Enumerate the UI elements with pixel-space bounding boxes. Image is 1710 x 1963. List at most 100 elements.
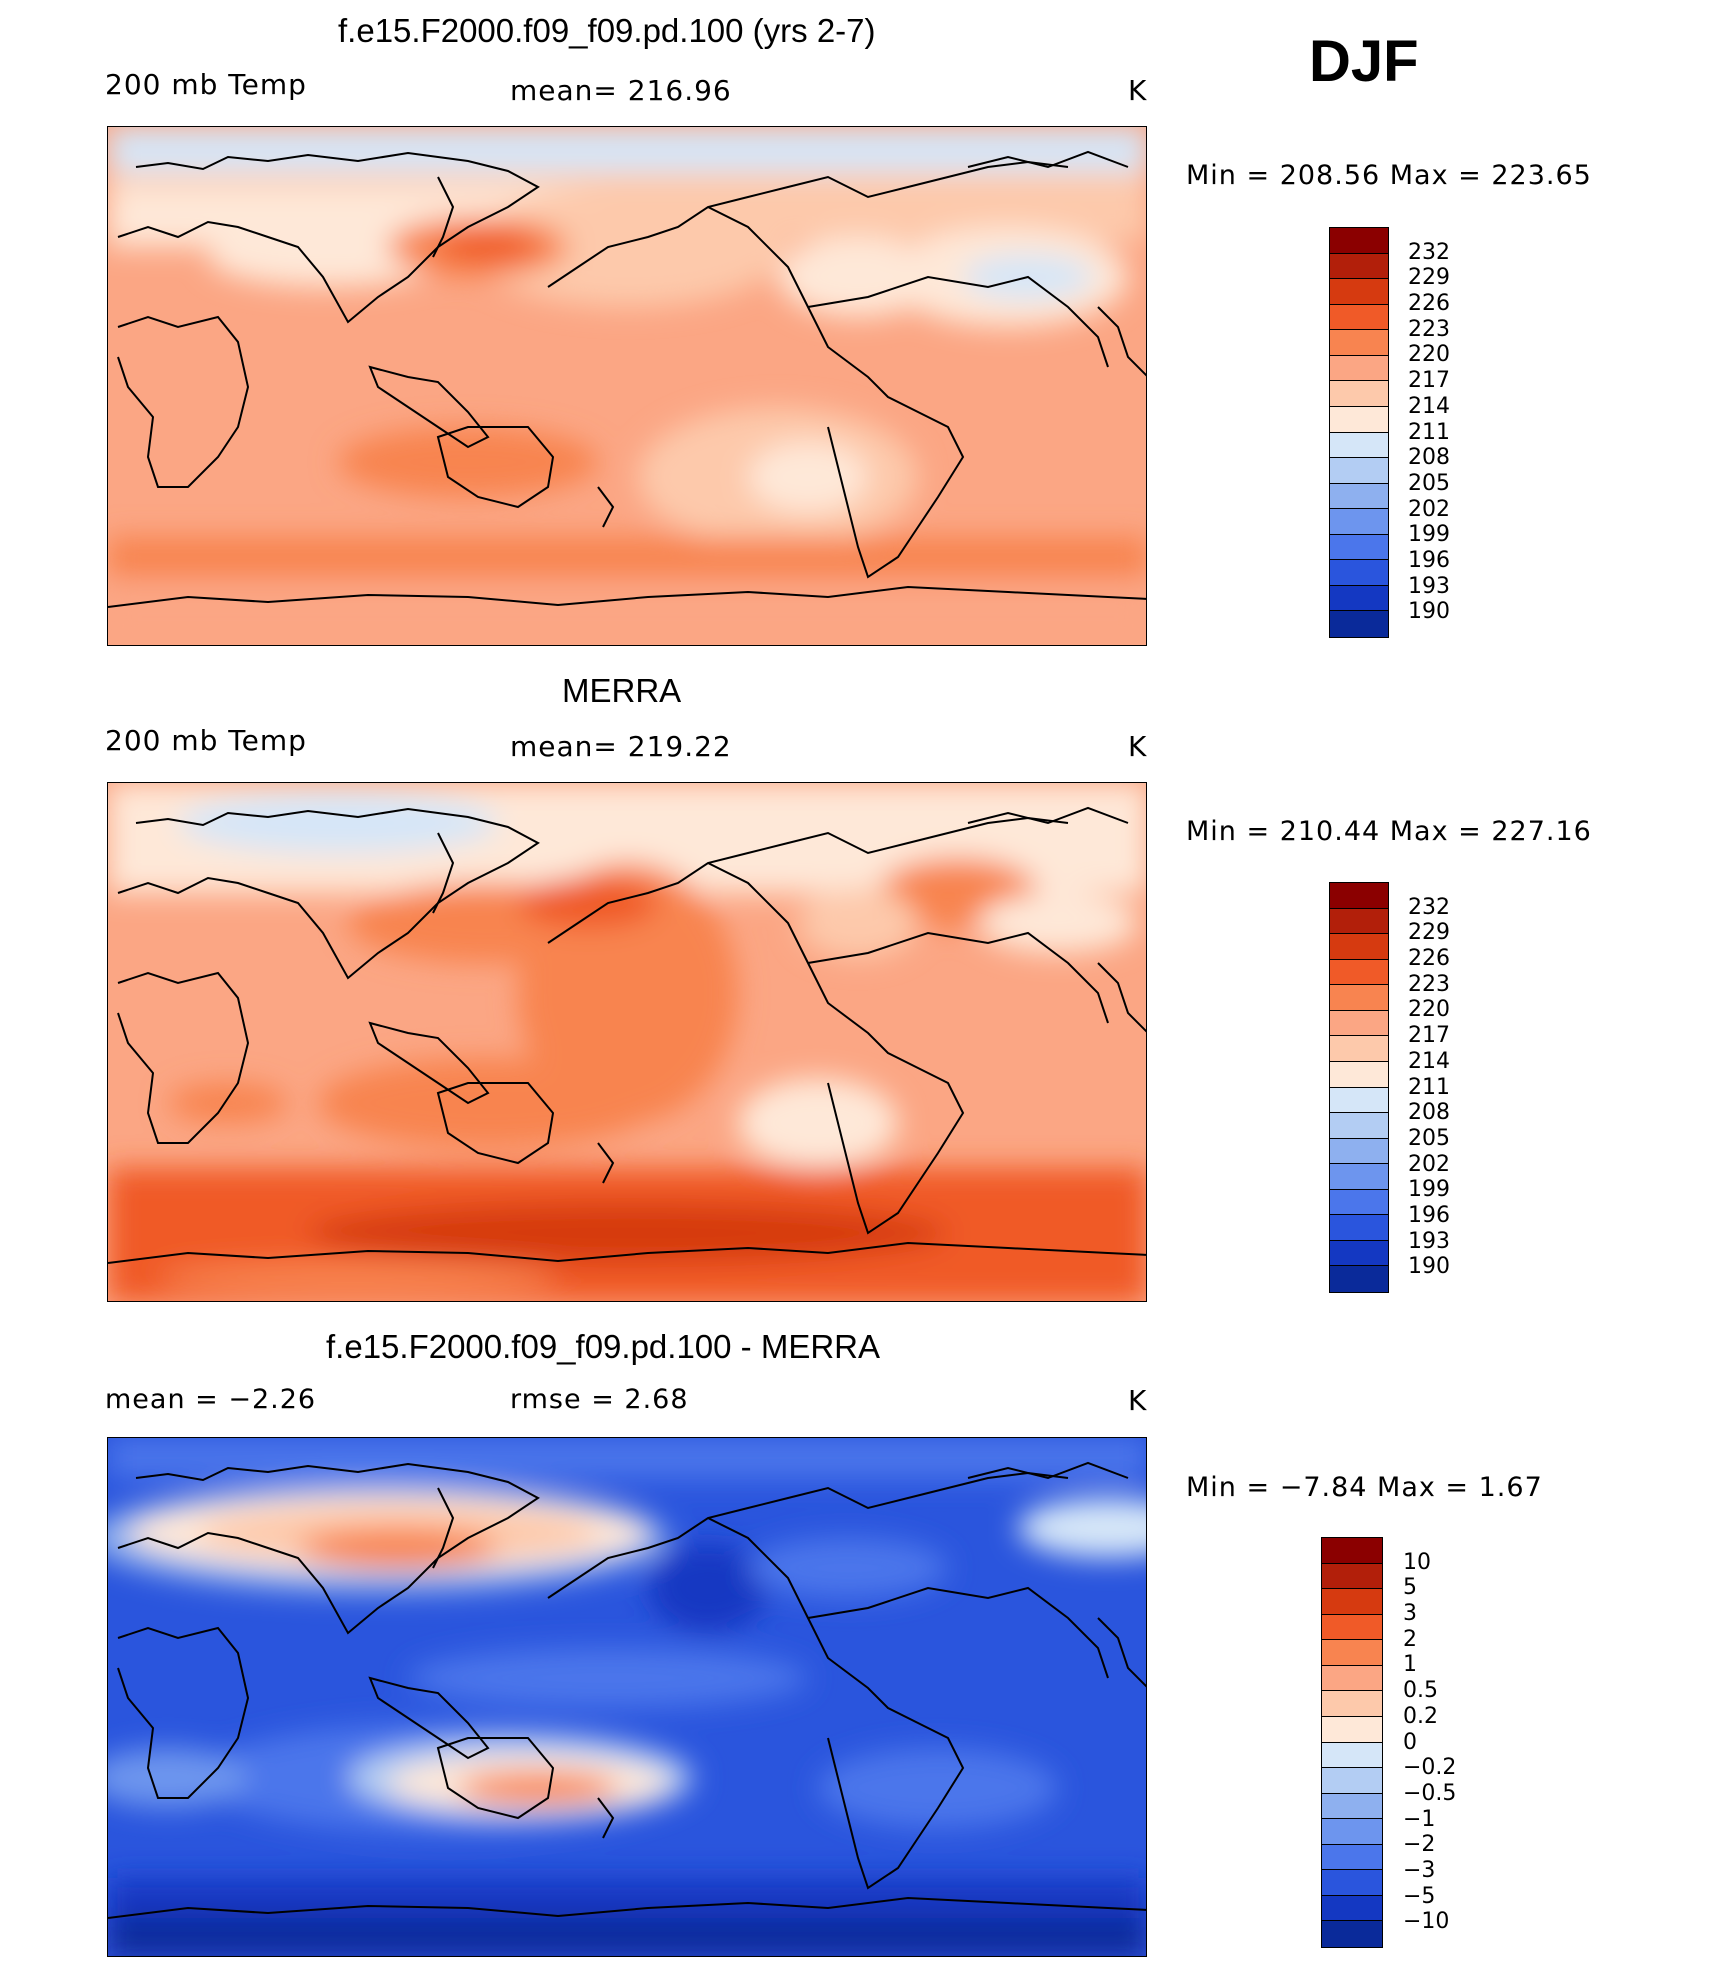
map-fields (108, 127, 1146, 645)
colorbar-tick-label: 190 (1408, 1254, 1450, 1280)
colorbar-tick-label: −10 (1403, 1909, 1450, 1935)
colorbar-tick-label: −2 (1403, 1832, 1436, 1858)
colorbar-tick-label: 196 (1408, 547, 1450, 573)
colorbar-swatch (1322, 1870, 1382, 1896)
colorbar-swatch (1322, 1640, 1382, 1666)
colorbar-swatch (1330, 381, 1388, 407)
colorbar-swatch (1330, 1189, 1388, 1216)
colorbar-swatch (1330, 228, 1388, 254)
colorbar-swatch (1330, 1087, 1388, 1114)
min-max-label: Min = 210.44 Max = 227.16 (1186, 816, 1592, 847)
colorbar-tick-label: 229 (1408, 920, 1450, 946)
colorbar-swatch (1322, 1665, 1382, 1692)
units-label: K (1128, 74, 1148, 107)
colorbar-tick-label: 211 (1408, 1074, 1450, 1100)
temperature-map (107, 782, 1147, 1302)
colorbar-tick-label: 232 (1408, 239, 1450, 265)
colorbar (1329, 882, 1389, 1293)
colorbar-swatch (1330, 458, 1388, 484)
colorbar-swatch (1322, 1716, 1382, 1743)
colorbar-tick-label: −5 (1403, 1883, 1436, 1909)
colorbar-tick-label: 196 (1408, 1202, 1450, 1228)
colorbar-tick-label: 229 (1408, 265, 1450, 291)
colorbar-tick-label: 208 (1408, 1100, 1450, 1126)
colorbar-tick-label: 223 (1408, 316, 1450, 342)
colorbar-tick-label: 217 (1408, 1023, 1450, 1049)
colorbar-tick-label: 220 (1408, 342, 1450, 368)
colorbar-swatch (1330, 560, 1388, 586)
mean-label: mean = −2.26 (105, 1384, 317, 1415)
min-max-label: Min = −7.84 Max = 1.67 (1186, 1472, 1543, 1503)
colorbar-tick-label: 220 (1408, 997, 1450, 1023)
temperature-map (107, 126, 1147, 646)
colorbar-swatch (1322, 1538, 1382, 1564)
colorbar-swatch (1330, 1240, 1388, 1267)
colorbar-tick-label: −3 (1403, 1857, 1436, 1883)
colorbar-tick-label: 193 (1408, 1228, 1450, 1254)
units-label: K (1128, 1384, 1148, 1417)
colorbar-tick-label: 2 (1403, 1626, 1417, 1652)
colorbar-tick-label: 226 (1408, 291, 1450, 317)
colorbar-swatch (1330, 934, 1388, 960)
colorbar-swatch (1330, 908, 1388, 935)
colorbar-tick-label: 0.2 (1403, 1703, 1438, 1729)
colorbar-swatch (1322, 1614, 1382, 1641)
colorbar-swatch (1322, 1844, 1382, 1871)
colorbar-swatch (1322, 1768, 1382, 1794)
colorbar-tick-label: 205 (1408, 1125, 1450, 1151)
colorbar-tick-label: 232 (1408, 894, 1450, 920)
colorbar-swatch (1330, 279, 1388, 305)
colorbar-swatch (1322, 1921, 1382, 1947)
colorbar-swatch (1330, 355, 1388, 382)
colorbar-swatch (1330, 959, 1388, 986)
colorbar-tick-label: 223 (1408, 971, 1450, 997)
season-label: DJF (1309, 29, 1419, 94)
colorbar-tick-label: 211 (1408, 419, 1450, 445)
colorbar-swatch (1330, 1113, 1388, 1139)
panel-title: MERRA (562, 672, 682, 709)
min-max-label: Min = 208.56 Max = 223.65 (1186, 160, 1592, 191)
map-fields (108, 1438, 1146, 1956)
colorbar-swatch (1330, 432, 1388, 459)
colorbar-swatch (1330, 406, 1388, 433)
colorbar-swatch (1330, 1164, 1388, 1190)
colorbar-swatch (1330, 1138, 1388, 1165)
colorbar-tick-label: 0.5 (1403, 1678, 1438, 1704)
colorbar-swatch (1330, 1215, 1388, 1241)
colorbar-swatch (1322, 1895, 1382, 1922)
colorbar-swatch (1330, 1266, 1388, 1292)
colorbar-tick-label: 190 (1408, 599, 1450, 625)
colorbar-swatch (1330, 611, 1388, 637)
colorbar-swatch (1330, 253, 1388, 280)
colorbar-tick-label: 214 (1408, 1048, 1450, 1074)
map-fields (108, 783, 1146, 1301)
colorbar-swatch (1330, 509, 1388, 535)
colorbar-swatch (1322, 1793, 1382, 1820)
colorbar-tick-label: 205 (1408, 470, 1450, 496)
colorbar-swatch (1322, 1691, 1382, 1717)
colorbar-tick-label: 3 (1403, 1601, 1417, 1627)
panel-title: f.e15.F2000.f09_f09.pd.100 - MERRA (326, 1328, 881, 1365)
colorbar-tick-label: 217 (1408, 368, 1450, 394)
colorbar-tick-label: 214 (1408, 393, 1450, 419)
colorbar-swatch (1330, 1010, 1388, 1037)
colorbar-tick-label: 5 (1403, 1575, 1417, 1601)
colorbar (1321, 1537, 1383, 1948)
colorbar-swatch (1330, 883, 1388, 909)
colorbar-swatch (1322, 1742, 1382, 1769)
mean-label: mean= 216.96 (510, 74, 732, 107)
colorbar-tick-label: 199 (1408, 1177, 1450, 1203)
colorbar-tick-label: 208 (1408, 445, 1450, 471)
colorbar-tick-label: 199 (1408, 522, 1450, 548)
colorbar-swatch (1330, 585, 1388, 612)
colorbar (1329, 227, 1389, 638)
colorbar-tick-label: 202 (1408, 1151, 1450, 1177)
variable-label: 200 mb Temp (105, 724, 307, 757)
colorbar-swatch (1322, 1589, 1382, 1615)
colorbar-swatch (1322, 1819, 1382, 1845)
panel-title: f.e15.F2000.f09_f09.pd.100 (yrs 2-7) (338, 12, 876, 49)
colorbar-swatch (1330, 483, 1388, 510)
colorbar-swatch (1330, 330, 1388, 356)
units-label: K (1128, 730, 1148, 763)
colorbar-swatch (1330, 304, 1388, 331)
